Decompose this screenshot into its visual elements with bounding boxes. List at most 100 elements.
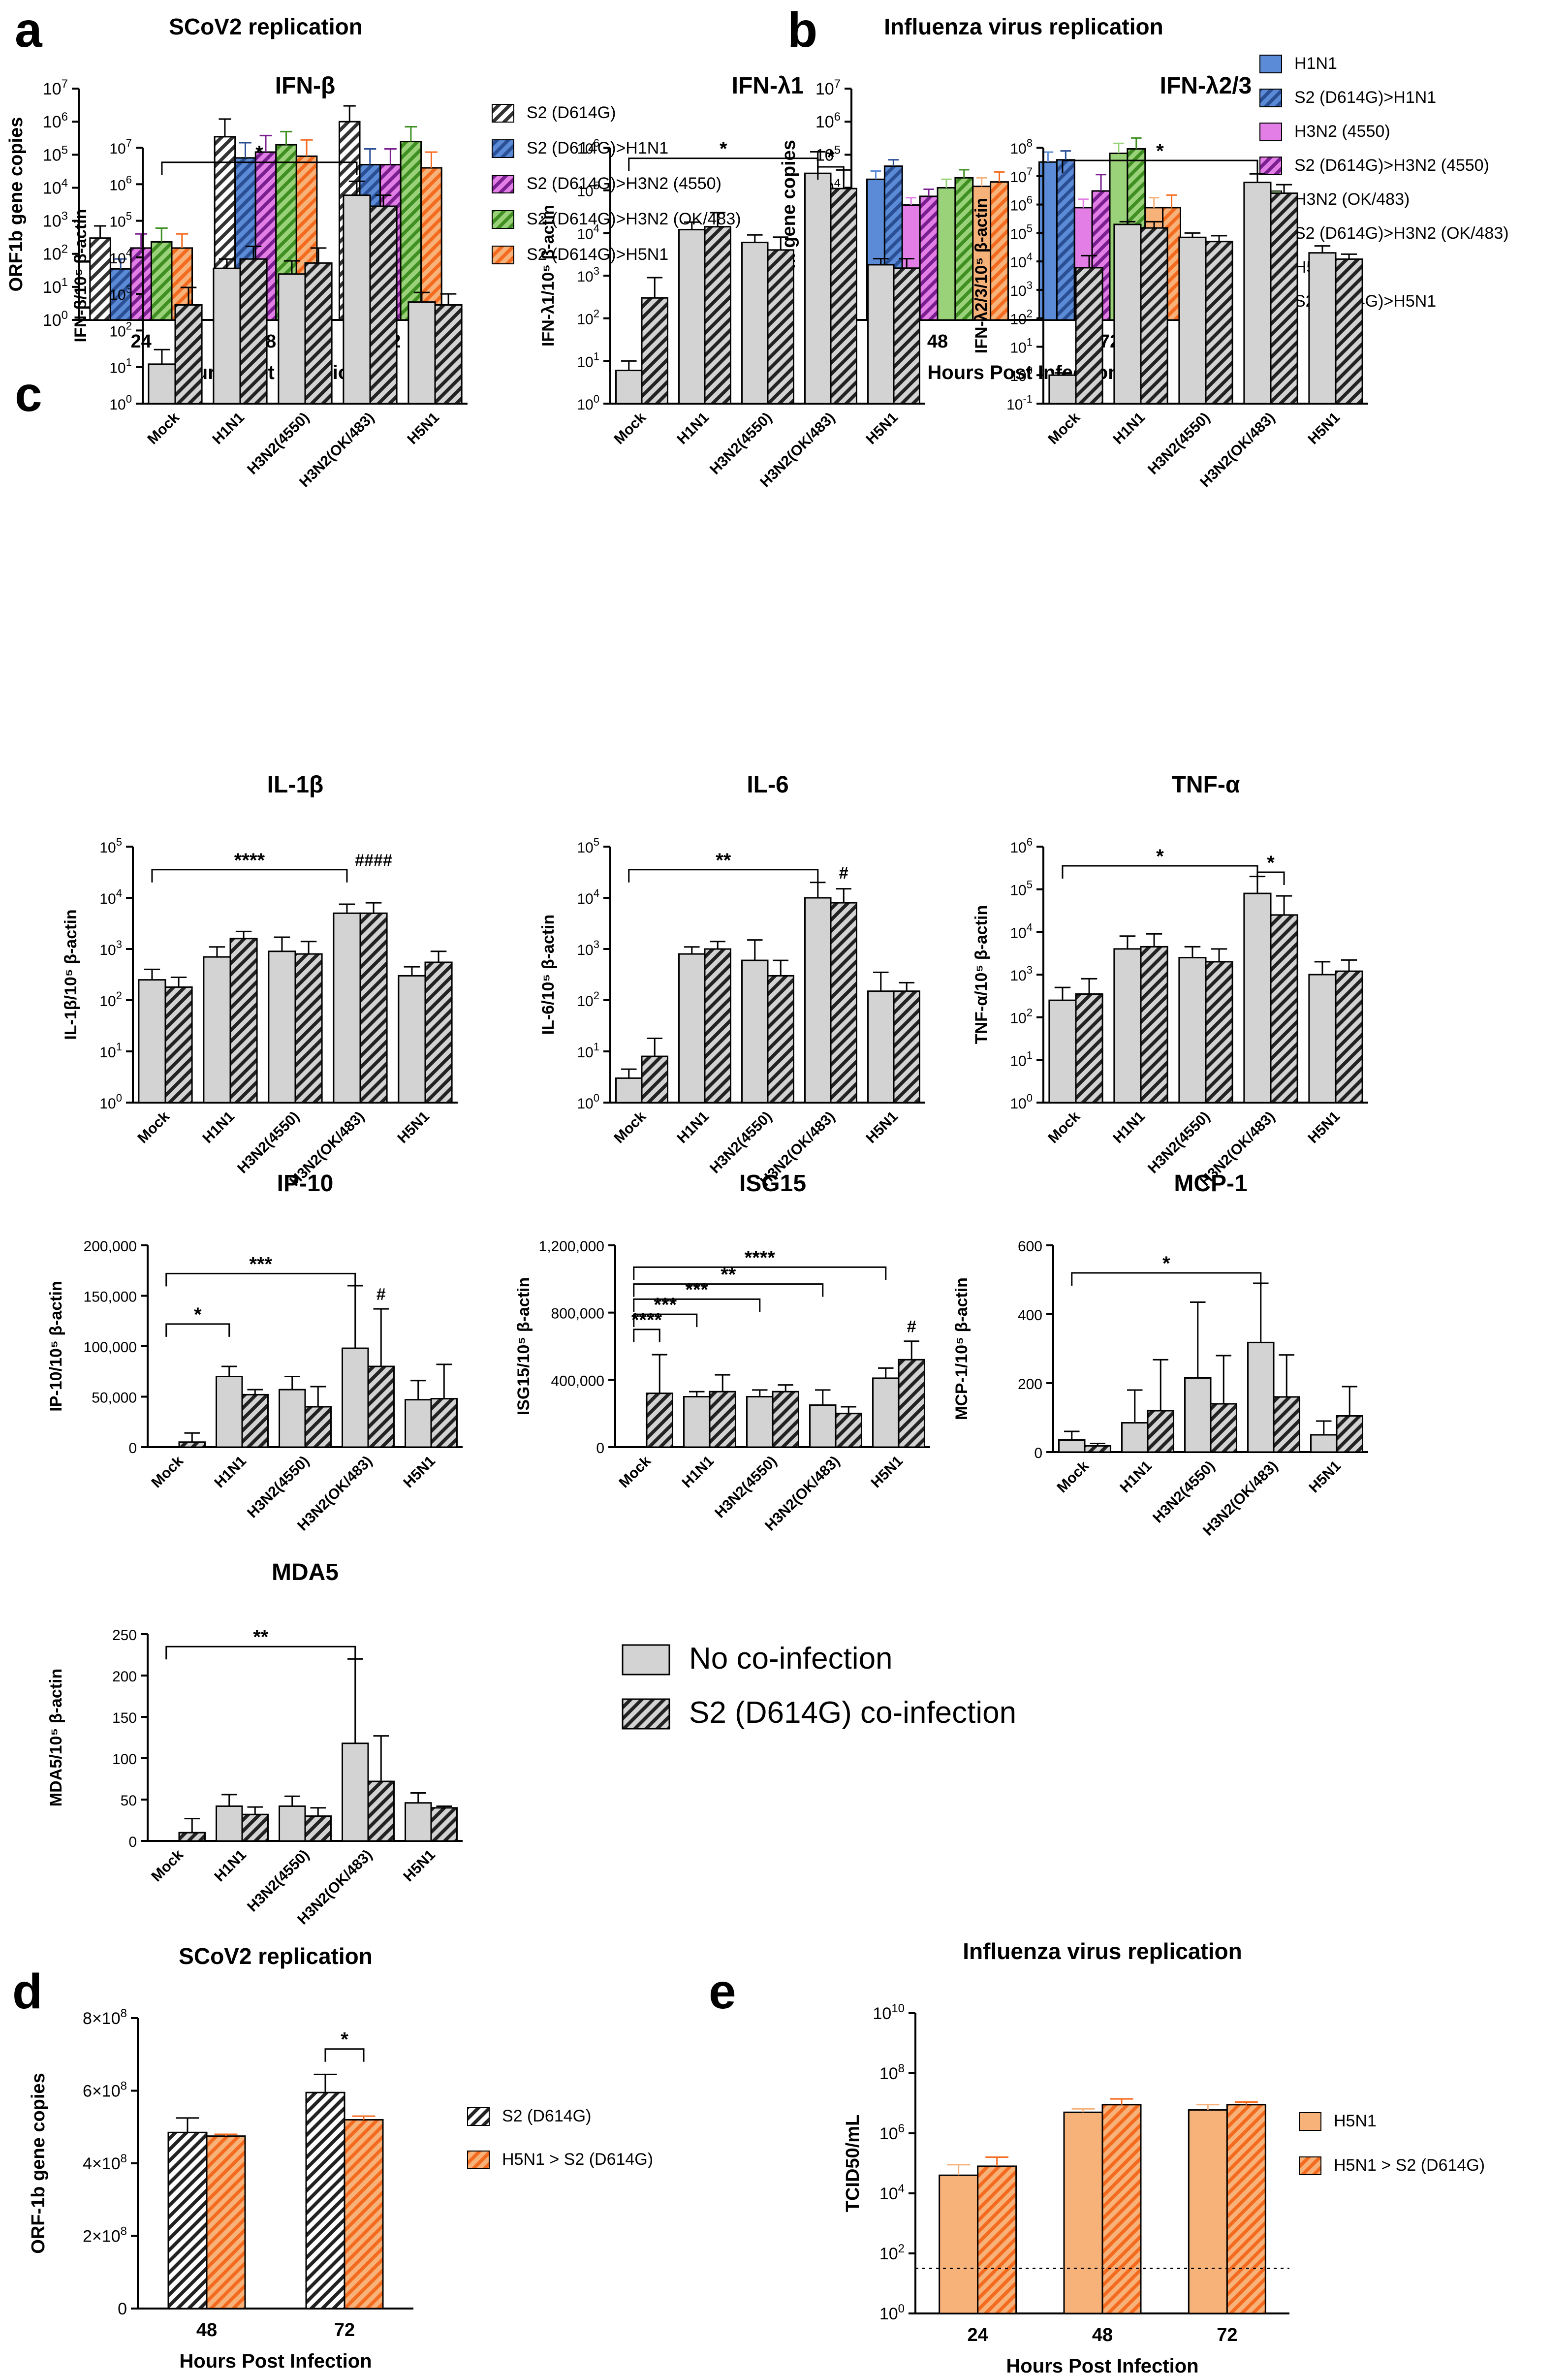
bar [1056, 159, 1075, 321]
y-tick-label: 101 [43, 276, 68, 297]
y-axis-label: M gene copies [779, 140, 799, 269]
significance-bracket [633, 1283, 824, 1297]
bar [408, 301, 436, 405]
bar [939, 2174, 979, 2314]
legend-label: S2 (D614G)>H1N1 [527, 139, 668, 158]
bar [333, 912, 361, 1104]
bar [359, 912, 388, 1104]
chart-isg15: ISG15 0 400,000 800,000 1,200,000 ISG15/10⁵ β… [514, 1171, 930, 1534]
y-tick-label: 104 [577, 887, 599, 907]
bar [268, 950, 296, 1104]
x-tick-label: Mock [144, 409, 183, 447]
bar [434, 304, 463, 405]
bar [430, 1807, 458, 1842]
x-tick-label: H3N2(4550) [244, 410, 313, 478]
significance-label: * [1162, 1253, 1170, 1274]
bar [1048, 374, 1077, 405]
x-tick-label: H5N1 [1305, 1108, 1343, 1147]
bar [178, 1832, 206, 1842]
y-tick-label: 0 [118, 2300, 127, 2318]
x-tick-label: H1N1 [674, 410, 712, 448]
legend-label: S2 (D614G)>H3N2 (OK/483) [1294, 224, 1509, 243]
bar [1243, 892, 1272, 1104]
bar [398, 975, 426, 1104]
bar [977, 2165, 1017, 2314]
y-tick-label: 100 [577, 1092, 599, 1112]
legend-label: S2 (D614G) co-infection [689, 1696, 1016, 1730]
bar [746, 1396, 774, 1448]
legend-label: S2 (D614G)>H3N2 (OK/483) [527, 210, 741, 228]
legend-swatch [467, 2107, 490, 2126]
bar [741, 242, 769, 405]
chart-title: IFN-λ1 [732, 73, 804, 99]
y-tick-label: 102 [1010, 308, 1033, 328]
x-tick-label: H3N2(4550) [1145, 410, 1213, 478]
panel-letter: a [15, 2, 43, 58]
panel-letter: b [787, 2, 817, 58]
y-axis-label: MCP-1/10⁵ β-actin [952, 1277, 971, 1420]
bar [1140, 946, 1168, 1104]
x-tick-label: Mock [616, 1453, 654, 1491]
x-tick-label: H1N1 [209, 410, 248, 448]
chart-mcp1: MCP-1 0 200 400 600 MCP-1/10⁵ β-actin Mock H1N1… [952, 1171, 1368, 1539]
significance-bracket [633, 1313, 698, 1328]
bar [1184, 1377, 1212, 1453]
x-tick-label: Mock [148, 1846, 187, 1885]
y-tick-label: 106 [577, 137, 599, 157]
x-tick-label: H3N2(4550) [707, 410, 775, 478]
bar [641, 1055, 668, 1104]
bar [872, 1377, 900, 1448]
y-tick-label: 600 [1018, 1238, 1042, 1255]
y-tick-label: 800,000 [551, 1306, 604, 1322]
bar [1205, 241, 1233, 405]
legend-swatch [467, 2151, 490, 2169]
bar [767, 249, 794, 405]
y-tick-label: 8×108 [83, 2007, 127, 2028]
bar [893, 990, 920, 1104]
significance-label: ** [253, 1626, 269, 1648]
significance-hash: # [907, 1318, 916, 1336]
bar [830, 902, 857, 1104]
legend-label: S2 (D614G)>H5N1 [527, 245, 668, 264]
significance-label: * [827, 147, 835, 168]
y-axis-label: ORF-1b gene copies [28, 2073, 49, 2253]
bar [867, 264, 895, 405]
x-tick-label: H3N2(4550) [1145, 1108, 1213, 1177]
y-tick-label: 106 [879, 2122, 905, 2143]
bar [1226, 2104, 1266, 2314]
y-tick-label: 102 [879, 2242, 905, 2263]
x-tick-label: H3N2(4550) [234, 1108, 303, 1177]
bar [678, 228, 706, 405]
y-tick-label: 50 [121, 1793, 137, 1809]
x-tick-label: H5N1 [404, 410, 442, 448]
x-tick-label: Mock [611, 409, 649, 447]
significance-bracket [165, 1323, 230, 1337]
y-tick-label: 105 [99, 836, 122, 856]
significance-label: **** [745, 1247, 776, 1268]
significance-hash: #### [355, 851, 392, 870]
x-tick-label: H5N1 [400, 1453, 439, 1491]
x-tick-label: Mock [134, 1108, 173, 1146]
bar [241, 1813, 269, 1842]
bar [1336, 1415, 1363, 1453]
bar [305, 2091, 345, 2310]
panel-letter: c [15, 367, 42, 422]
legend-swatch [1259, 89, 1282, 107]
y-tick-label: 107 [43, 77, 68, 98]
y-axis-label: IL-6/10⁵ β-actin [539, 915, 558, 1035]
y-tick-label: 400 [1018, 1307, 1042, 1324]
significance-bracket [151, 869, 348, 883]
bar [367, 1365, 395, 1448]
bar [1270, 914, 1298, 1104]
legend-swatch [492, 104, 514, 123]
chart-title: IL-6 [747, 772, 788, 798]
legend-label: S2 (D614G)>H3N2 (4550) [1294, 156, 1489, 175]
y-tick-label: 101 [109, 356, 132, 377]
chart-tnfa: TNF-α 100 101 102 103 104 105 106 TNF-α/10⁵ β-ac… [972, 772, 1368, 1189]
bar [216, 1805, 243, 1842]
chart-title: IFN-λ2/3 [1160, 73, 1252, 99]
bar [898, 1359, 925, 1448]
y-tick-label: 101 [1010, 1049, 1033, 1069]
y-tick-label: 102 [43, 243, 68, 264]
bar [1310, 1434, 1338, 1453]
